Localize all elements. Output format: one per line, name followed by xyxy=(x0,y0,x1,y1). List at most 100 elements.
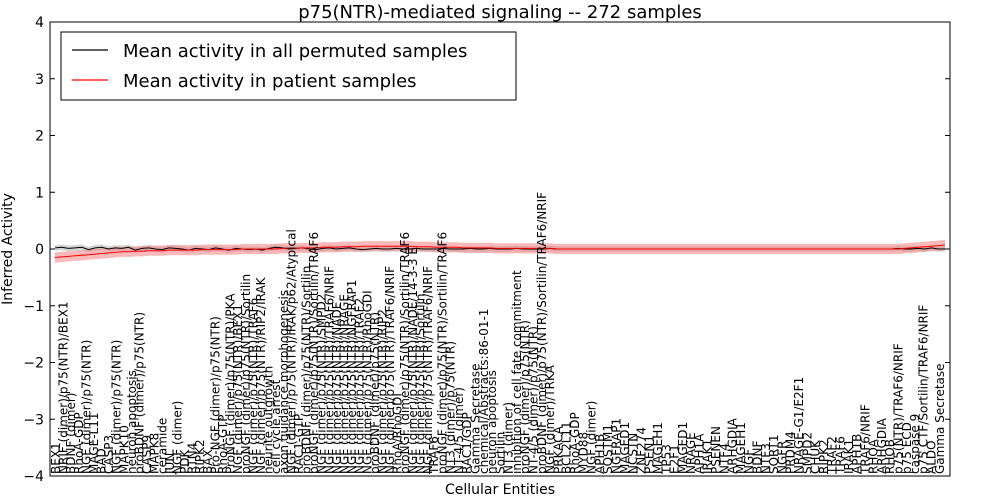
x-entity-label: RhoA-GDP xyxy=(72,412,86,474)
x-entity-label: proNGF (dimer)/p75(NTR)/Sortilin xyxy=(239,274,253,474)
x-entity-label: TRAF6 xyxy=(834,436,848,475)
x-entity-label: MAPK10 xyxy=(117,425,131,474)
x-entity-label: BEX1 xyxy=(49,442,63,474)
x-entity-label: APH1B xyxy=(593,434,607,474)
x-entity-label: NRIF (dimer)/p75(NTR)/BEX1 xyxy=(57,301,71,474)
x-entity-label: ARHGDIA xyxy=(726,417,740,474)
x-entity-label: NGF (dimer)/p75(NTR)/TRAF6/NRIF xyxy=(322,266,336,474)
x-entity-label: RTN4 xyxy=(186,443,200,474)
x-entity-label: NT-4/5 (dimer) xyxy=(452,387,466,474)
x-entity-label: neuron apoptosis xyxy=(485,370,499,474)
x-entity-label: RhoA/RhoGDI xyxy=(391,393,405,474)
x-entity-label: axon guidance morphogenesis xyxy=(277,290,291,474)
x-entity-label: NTF3 xyxy=(759,443,773,474)
x-entity-label: RhoA-GTP xyxy=(216,415,230,474)
series-lines xyxy=(54,244,946,258)
x-entity-label: NRAGE xyxy=(684,432,698,474)
x-entity-label: NGF (dimer)/TRKA xyxy=(543,364,557,474)
x-entity-label: RIPK2 xyxy=(817,439,831,474)
x-entity-label: PDK xyxy=(178,449,192,474)
x-entity-label: Pro-NGF (dimer)/p75(NTR) xyxy=(208,316,222,474)
x-entity-label: APH1A xyxy=(692,433,706,474)
x-entity-label: MAGEH1 xyxy=(651,422,665,474)
y-tick-label: 0 xyxy=(35,242,44,258)
x-entity-label: MAPK8 xyxy=(148,433,162,474)
x-entity-label: ZNF274 xyxy=(634,427,648,474)
x-entity-label: RIPK2 xyxy=(193,439,207,474)
x-entity-label: proNGF (dimer)/p75(NTR)/Sortilin/TRAF6 xyxy=(307,232,321,474)
x-entity-label: BCL2L11 xyxy=(560,421,574,474)
x-entity-label: RHOA xyxy=(867,438,881,474)
x-entity-label: Sortilin xyxy=(493,432,507,474)
legend-label-permuted: Mean activity in all permuted samples xyxy=(123,41,467,62)
x-entity-label: BAD xyxy=(95,448,109,474)
x-entity-label: TP53 xyxy=(659,444,673,475)
x-entity-label: proNGF (dimer)/p75(NTR)/Sortilin/TRAF6 xyxy=(398,232,412,474)
band-patient xyxy=(55,239,945,263)
x-entity-label: proNGF (dimer)/p75(NTR) xyxy=(518,320,532,474)
x-entity-label: BDNF xyxy=(751,441,765,474)
x-entity-label: PSENEN xyxy=(709,426,723,474)
x-entity-label: NT-4/5 (dimer)/p75(NTR) xyxy=(527,326,541,474)
x-entity-label: CASP3 xyxy=(102,435,116,474)
series-line-patient xyxy=(54,244,946,258)
x-entity-label: MAGED1 xyxy=(676,422,690,474)
x-entity-label: inhibition of cell fate commitment xyxy=(510,270,524,474)
x-entity-label: BAX xyxy=(201,449,215,474)
x-entity-label: p75 ECD xyxy=(900,422,914,474)
x-entity-label: PSEN1 xyxy=(643,435,657,474)
x-entity-label: ceramide xyxy=(155,418,169,474)
x-entity-label: NT3 (dimer)/p75(NTR) xyxy=(444,341,458,474)
legend: Mean activity in all permuted samples Me… xyxy=(60,31,517,101)
x-entity-label: E2F1 xyxy=(668,444,682,474)
y-tick-label: 3 xyxy=(35,72,44,88)
y-tick-label: −2 xyxy=(23,356,44,372)
x-entity-label: NGF (dimer) xyxy=(585,401,599,474)
x-entity-label: NGF (dimer)/p75(NTR)/TRAF6/NRIF xyxy=(383,266,397,474)
x-entity-label: BDNF (dimer) xyxy=(64,393,78,475)
x-entity-label: PRDM4 xyxy=(784,431,798,474)
x-entity-label: MYD88 xyxy=(576,432,590,474)
x-entity-label: Gamma Secretase xyxy=(933,363,947,474)
x-entity-label: SQSTM1 xyxy=(601,424,615,474)
x-entity-label: PRKACA xyxy=(551,425,565,474)
x-entity-label: NGF (dimer)/p75(NTR)/TRAF6 xyxy=(246,298,260,474)
x-entity-label: NGF (dimer)/p75(NTR)/TRAF2 xyxy=(353,298,367,474)
x-entity-label: MAGED1 xyxy=(618,422,632,474)
x-entity-label: MAGEH1 xyxy=(734,422,748,474)
x-entity-label: NGFR xyxy=(775,440,789,474)
y-axis: −4 −3 −2 −1 0 1 2 3 4 xyxy=(23,15,950,485)
x-entity-label: TRAF6 xyxy=(427,436,441,475)
y-tick-label: −4 xyxy=(23,469,44,485)
x-entity-label: ALDO xyxy=(925,440,939,474)
x-entity-label: NGF (dimer)/p75(NTR)/RhoGDI xyxy=(360,290,374,474)
x-axis-label: Cellular Entities xyxy=(445,482,555,498)
x-entity-label: NGF (dimer)/p75(NTR) xyxy=(110,340,124,474)
x-entity-label: CASP9 xyxy=(140,435,154,474)
x-entity-label: ARHGDIA xyxy=(875,417,889,474)
x-entity-label: NGF (dimer)/p75(NTR)/NADE/14-3-3 E xyxy=(406,247,420,474)
x-entity-label: APH1B xyxy=(850,434,864,474)
x-entity-label: NGF (dimer)/p75(NTR)/NADE xyxy=(330,302,344,474)
y-tick-label: −1 xyxy=(23,299,44,315)
x-entity-label: NGF (dimer)/p75(NTR)/TRAF6/NRIF xyxy=(421,266,435,474)
x-entity-label: p75(NTR)/TRAF6/NRIF xyxy=(892,343,906,474)
x-entity-label: SORT1 xyxy=(767,435,781,475)
x-entity-label: NCSTN xyxy=(626,433,640,474)
y-axis-label: Inferred Activity xyxy=(0,193,16,305)
x-entity-label: MAGE-L11 xyxy=(87,412,101,474)
x-entity-label: NGF (dimer)/p75(NTR)/RIP2 xyxy=(375,309,389,474)
x-entity-label: JUN xyxy=(163,453,177,475)
x-entity-label: NGF (dimer)/p75(NTR)/Sortilin xyxy=(413,294,427,475)
x-entity-label: NGF (dimer)/p75(NTR)/RIP2/IRAK xyxy=(254,276,268,474)
x-entity-label: NGF xyxy=(742,449,756,474)
x-entity-label: proBDNF (dimer)/p75(NTR) xyxy=(368,312,382,474)
x-entity-label: NGF (dimer) xyxy=(171,401,185,474)
x-entity-label: TRAF2 xyxy=(825,436,839,475)
y-tick-label: 2 xyxy=(35,129,44,145)
x-entity-label: IRAK1 xyxy=(701,439,715,474)
x-entity-label: RAC1/GDP xyxy=(460,412,474,474)
x-entity-label: NRAGE-G1/E2F1 xyxy=(792,377,806,474)
